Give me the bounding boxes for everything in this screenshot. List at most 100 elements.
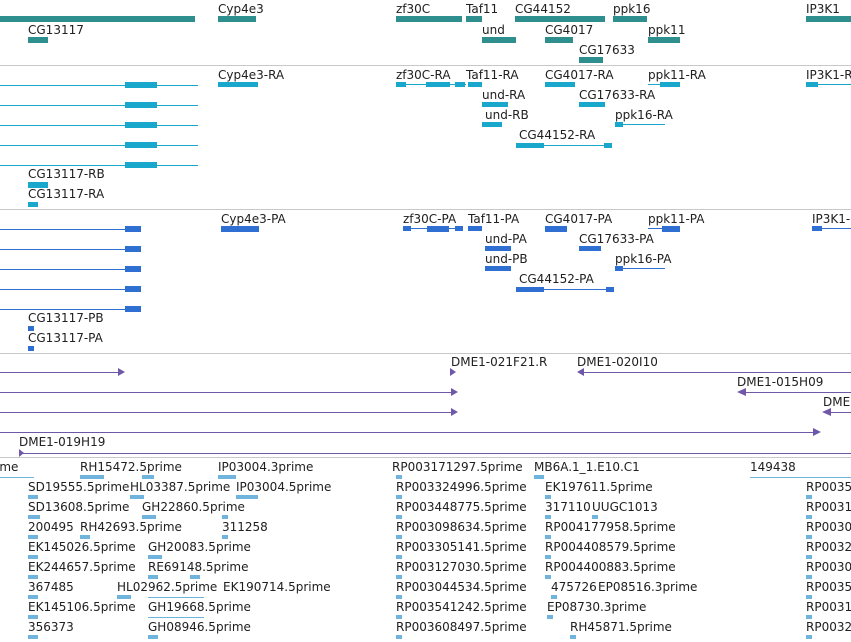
est-feature[interactable]: [396, 495, 402, 499]
est-label[interactable]: UUGC1013: [592, 500, 658, 514]
est-feature[interactable]: [551, 595, 557, 599]
est-feature[interactable]: [222, 515, 228, 519]
exon[interactable]: [516, 143, 544, 148]
protein-segment[interactable]: [579, 246, 601, 251]
est-label[interactable]: RP0032: [806, 540, 851, 554]
est-feature[interactable]: [545, 515, 551, 519]
exon[interactable]: [125, 102, 157, 108]
exon[interactable]: [806, 82, 818, 87]
est-label[interactable]: 317110: [545, 500, 591, 514]
est-feature[interactable]: [28, 575, 38, 579]
est-feature[interactable]: [806, 595, 812, 599]
protein-segment[interactable]: [28, 346, 34, 351]
est-feature[interactable]: [806, 635, 812, 639]
est-label[interactable]: EP08516.3prime: [598, 580, 698, 594]
transcript-label[interactable]: Taf11-RA: [466, 68, 519, 82]
protein-segment[interactable]: [485, 246, 511, 251]
est-feature[interactable]: [396, 615, 402, 619]
protein-segment[interactable]: [221, 226, 259, 232]
gene-bar[interactable]: [218, 16, 256, 22]
est-label[interactable]: RP003127030.5prime: [396, 560, 527, 574]
gene-label[interactable]: Taf11: [466, 2, 499, 16]
est-feature[interactable]: [28, 535, 38, 539]
exon[interactable]: [396, 82, 406, 87]
est-label[interactable]: RP0032: [806, 620, 851, 634]
est-feature[interactable]: [218, 475, 236, 479]
protein-segment[interactable]: [427, 226, 449, 232]
protein-segment[interactable]: [125, 246, 141, 252]
transcript-label[interactable]: CG13117-RA: [28, 187, 105, 201]
est-feature[interactable]: [806, 615, 812, 619]
est-label[interactable]: HL02962.5prime: [117, 580, 218, 594]
est-label[interactable]: EK145106.5prime: [28, 600, 136, 614]
est-label[interactable]: RP0031: [806, 500, 851, 514]
protein-segment[interactable]: [812, 226, 822, 231]
exon[interactable]: [604, 143, 612, 148]
est-label[interactable]: RP003324996.5prime: [396, 480, 527, 494]
est-feature[interactable]: [28, 635, 38, 639]
est-feature[interactable]: [28, 595, 38, 599]
est-feature[interactable]: [570, 635, 576, 639]
est-label[interactable]: EK197611.5prime: [545, 480, 653, 494]
protein-segment[interactable]: [403, 226, 411, 231]
est-feature[interactable]: [142, 515, 156, 519]
exon[interactable]: [660, 82, 680, 87]
est-label[interactable]: EK244657.5prime: [28, 560, 136, 574]
est-feature[interactable]: [806, 555, 812, 559]
exon[interactable]: [125, 142, 157, 148]
gene-bar[interactable]: [482, 37, 516, 43]
est-label[interactable]: RP0030: [806, 520, 851, 534]
est-label[interactable]: GH20083.5prime: [148, 540, 251, 554]
protein-segment[interactable]: [485, 266, 511, 271]
gene-bar[interactable]: [28, 37, 48, 43]
exon[interactable]: [125, 82, 157, 88]
gene-label[interactable]: ppk11: [648, 23, 686, 37]
est-feature[interactable]: [396, 535, 402, 539]
est-feature[interactable]: [28, 495, 38, 499]
transcript-label[interactable]: CG17633-RA: [579, 88, 656, 102]
protein-label[interactable]: CG13117-PB: [28, 311, 104, 325]
protein-label[interactable]: IP3K1-: [812, 212, 851, 226]
est-feature[interactable]: [396, 575, 402, 579]
exon[interactable]: [482, 102, 508, 107]
est-label[interactable]: RP004408579.5prime: [545, 540, 676, 554]
est-feature[interactable]: [28, 615, 38, 619]
protein-segment[interactable]: [125, 266, 141, 272]
protein-segment[interactable]: [125, 306, 141, 312]
est-label[interactable]: 367485: [28, 580, 74, 594]
est-label[interactable]: 149438: [750, 460, 796, 474]
est-label[interactable]: RP0035: [806, 580, 851, 594]
est-feature[interactable]: [806, 495, 812, 499]
protein-label[interactable]: ppk16-PA: [615, 252, 672, 266]
exon[interactable]: [218, 82, 258, 87]
exon[interactable]: [615, 122, 623, 127]
est-label[interactable]: GH08946.5prime: [148, 620, 251, 634]
est-label[interactable]: SD13608.5prime: [28, 500, 130, 514]
transcript-label[interactable]: CG13117-RB: [28, 167, 105, 181]
est-label[interactable]: RP003098634.5prime: [396, 520, 527, 534]
est-feature[interactable]: [148, 635, 158, 639]
protein-label[interactable]: Cyp4e3-PA: [221, 212, 286, 226]
est-label[interactable]: MB6A.1_1.E10.C1: [534, 460, 640, 474]
transcript-label[interactable]: und-RB: [485, 108, 529, 122]
est-label[interactable]: RP003541242.5prime: [396, 600, 527, 614]
clone-label[interactable]: DME1-019H19: [19, 435, 106, 449]
est-label[interactable]: EP08730.3prime: [547, 600, 647, 614]
gene-bar[interactable]: [515, 16, 605, 22]
protein-segment[interactable]: [662, 226, 680, 232]
exon[interactable]: [482, 122, 502, 127]
exon[interactable]: [125, 162, 157, 168]
exon[interactable]: [28, 182, 48, 188]
est-label[interactable]: RP0031: [806, 600, 851, 614]
est-feature[interactable]: [396, 515, 402, 519]
est-label[interactable]: RP004400883.5prime: [545, 560, 676, 574]
est-feature[interactable]: [80, 475, 104, 479]
est-label[interactable]: RP0035: [806, 480, 851, 494]
est-feature[interactable]: [396, 595, 402, 599]
exon[interactable]: [28, 202, 38, 207]
est-label[interactable]: RP003608497.5prime: [396, 620, 527, 634]
est-label[interactable]: RE69148.5prime: [148, 560, 249, 574]
est-feature[interactable]: [592, 515, 598, 519]
protein-label[interactable]: CG44152-PA: [519, 272, 594, 286]
gene-label[interactable]: CG4017: [545, 23, 594, 37]
